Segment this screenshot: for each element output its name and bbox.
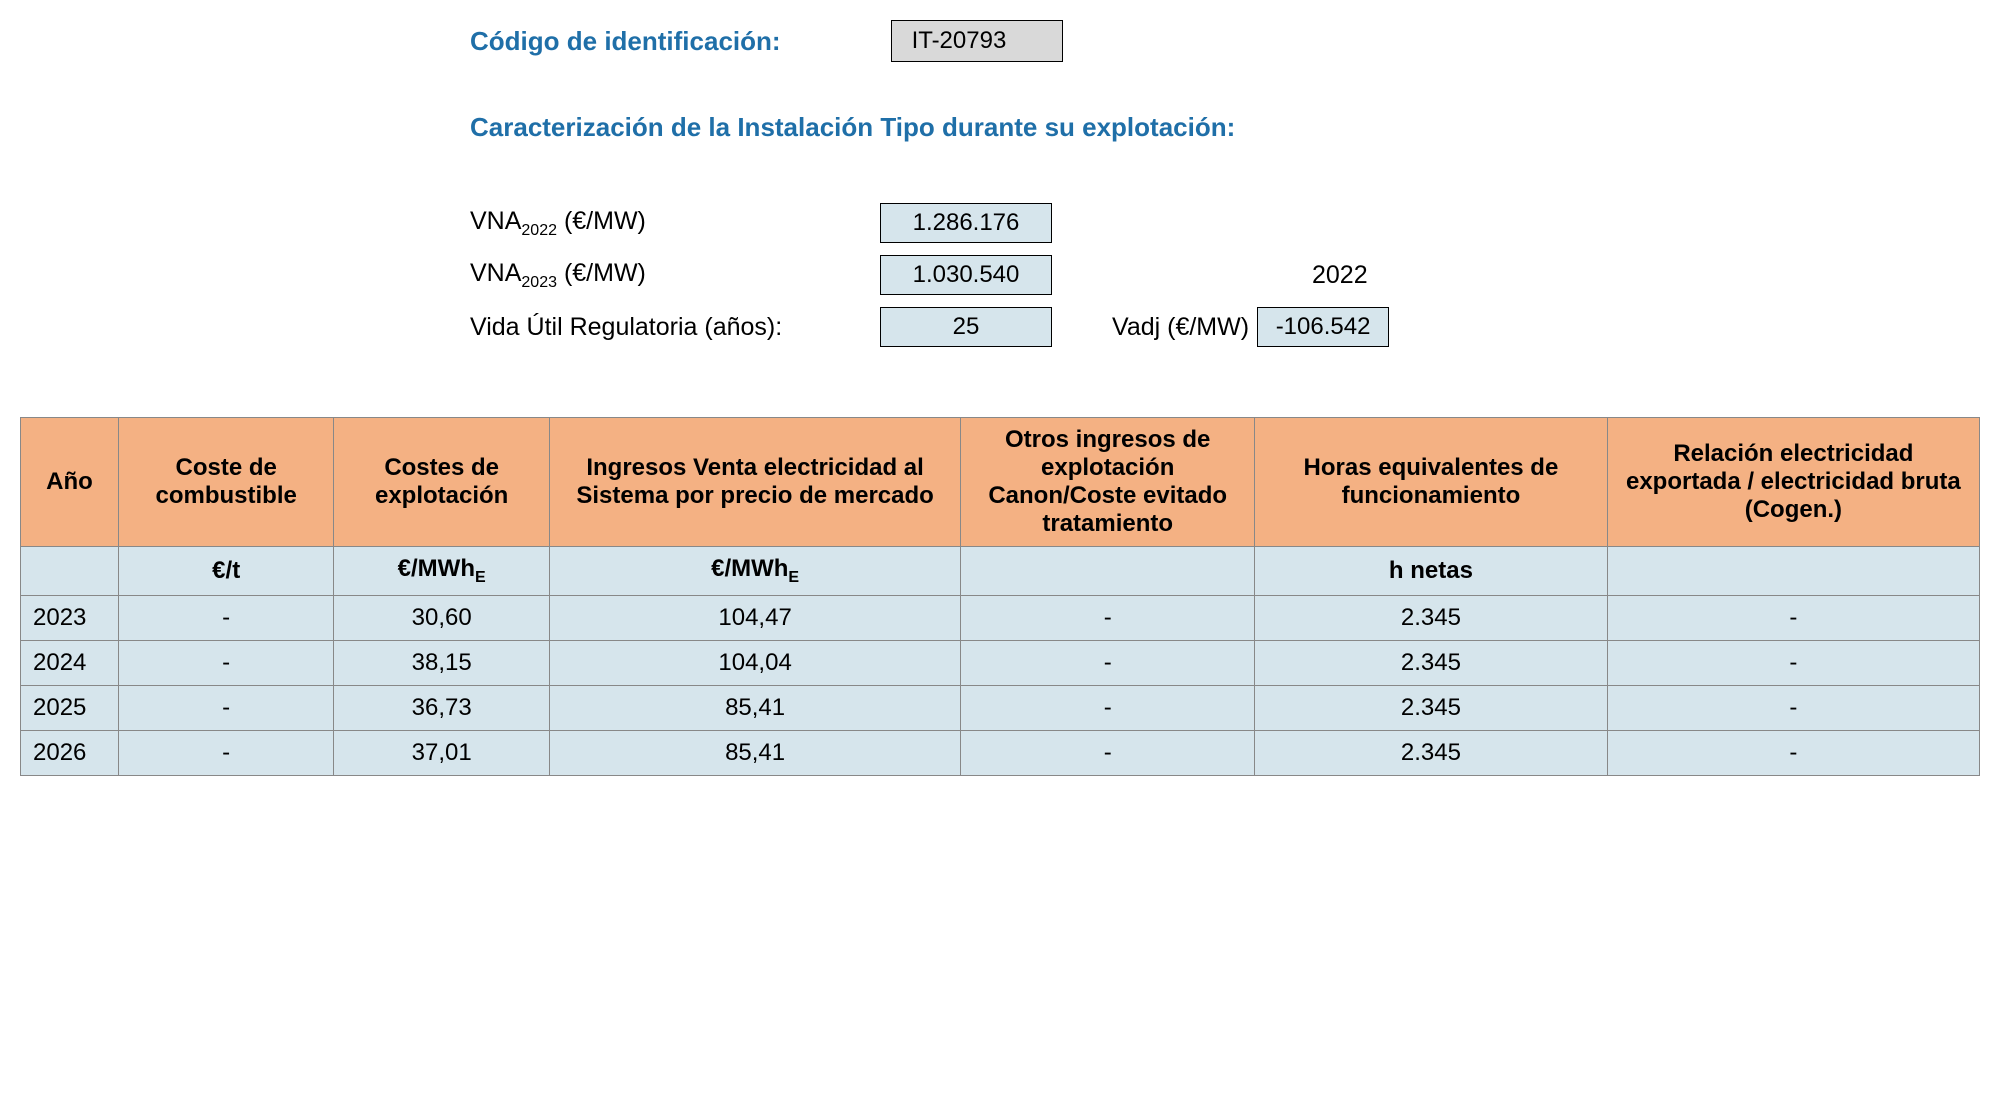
table-cell: 2025 bbox=[21, 685, 119, 730]
table-cell: 2024 bbox=[21, 640, 119, 685]
table-cell: - bbox=[1607, 685, 1979, 730]
vna2023-unit: (€/MW) bbox=[557, 259, 646, 287]
table-row: 2024-38,15104,04-2.345- bbox=[21, 640, 1980, 685]
th-year: Año bbox=[21, 418, 119, 547]
vida-row: Vida Útil Regulatoria (años): 25 Vadj (€… bbox=[470, 307, 1980, 347]
vna2023-row: VNA2023 (€/MW) 1.030.540 2022 bbox=[470, 255, 1980, 295]
th-sales-income: Ingresos Venta electricidad al Sistema p… bbox=[549, 418, 960, 547]
unit-year bbox=[21, 547, 119, 596]
unit-sales: €/MWhE bbox=[549, 547, 960, 596]
units-row: €/t €/MWhE €/MWhE h netas bbox=[21, 547, 1980, 596]
vida-value: 25 bbox=[880, 307, 1052, 347]
unit-hours: h netas bbox=[1255, 547, 1608, 596]
table-header-row: Año Coste de combustible Costes de explo… bbox=[21, 418, 1980, 547]
table-cell: - bbox=[118, 595, 333, 640]
vna2022-label: VNA2022 (€/MW) bbox=[470, 207, 880, 240]
vida-label: Vida Útil Regulatoria (años): bbox=[470, 313, 880, 342]
vna2022-prefix: VNA bbox=[470, 207, 521, 235]
table-cell: - bbox=[1607, 730, 1979, 775]
table-body: €/t €/MWhE €/MWhE h netas 2023-30,60104,… bbox=[21, 547, 1980, 776]
unit-opcost-prefix: €/MWh bbox=[398, 555, 475, 582]
th-equiv-hours: Horas equivalentes de funcionamiento bbox=[1255, 418, 1608, 547]
table-cell: - bbox=[961, 595, 1255, 640]
id-label: Código de identificación: bbox=[470, 26, 781, 57]
th-operating-cost: Costes de explotación bbox=[334, 418, 549, 547]
th-elec-ratio: Relación electricidad exportada / electr… bbox=[1607, 418, 1979, 547]
vna2022-row: VNA2022 (€/MW) 1.286.176 bbox=[470, 203, 1980, 243]
unit-other bbox=[961, 547, 1255, 596]
table-cell: 2.345 bbox=[1255, 685, 1608, 730]
th-fuel-cost: Coste de combustible bbox=[118, 418, 333, 547]
section-title: Caracterización de la Instalación Tipo d… bbox=[470, 112, 1980, 143]
vna2023-sub: 2023 bbox=[521, 274, 557, 291]
vna2023-prefix: VNA bbox=[470, 259, 521, 287]
vna2022-unit: (€/MW) bbox=[557, 207, 646, 235]
vadj-value: -106.542 bbox=[1257, 307, 1389, 347]
unit-ratio bbox=[1607, 547, 1979, 596]
table-cell: - bbox=[961, 640, 1255, 685]
unit-sales-prefix: €/MWh bbox=[711, 555, 788, 582]
vna2023-label: VNA2023 (€/MW) bbox=[470, 259, 880, 292]
table-cell: 2.345 bbox=[1255, 640, 1608, 685]
table-cell: - bbox=[1607, 640, 1979, 685]
table-cell: 85,41 bbox=[549, 685, 960, 730]
table-cell: 104,47 bbox=[549, 595, 960, 640]
document-container: Código de identificación: IT-20793 Carac… bbox=[20, 20, 1980, 776]
table-cell: 30,60 bbox=[334, 595, 549, 640]
vna2022-value: 1.286.176 bbox=[880, 203, 1052, 243]
table-cell: 37,01 bbox=[334, 730, 549, 775]
table-cell: 2.345 bbox=[1255, 730, 1608, 775]
table-cell: 36,73 bbox=[334, 685, 549, 730]
unit-fuel: €/t bbox=[118, 547, 333, 596]
table-cell: - bbox=[118, 730, 333, 775]
data-table: Año Coste de combustible Costes de explo… bbox=[20, 417, 1980, 776]
table-cell: 38,15 bbox=[334, 640, 549, 685]
table-row: 2023-30,60104,47-2.345- bbox=[21, 595, 1980, 640]
table-head: Año Coste de combustible Costes de explo… bbox=[21, 418, 1980, 547]
table-cell: 2.345 bbox=[1255, 595, 1608, 640]
table-cell: - bbox=[118, 685, 333, 730]
vadj-label: Vadj (€/MW) bbox=[1112, 313, 1249, 342]
table-cell: 2026 bbox=[21, 730, 119, 775]
unit-opcost-sub: E bbox=[475, 569, 486, 586]
table-cell: - bbox=[1607, 595, 1979, 640]
identification-row: Código de identificación: IT-20793 bbox=[470, 20, 1980, 62]
table-row: 2025-36,7385,41-2.345- bbox=[21, 685, 1980, 730]
unit-sales-sub: E bbox=[788, 569, 799, 586]
table-cell: 2023 bbox=[21, 595, 119, 640]
vna2023-value: 1.030.540 bbox=[880, 255, 1052, 295]
id-value-box: IT-20793 bbox=[891, 20, 1063, 62]
vna2022-sub: 2022 bbox=[521, 222, 557, 239]
header-section: Código de identificación: IT-20793 Carac… bbox=[470, 20, 1980, 347]
th-other-income: Otros ingresos de explotación Canon/Cost… bbox=[961, 418, 1255, 547]
year-side-label: 2022 bbox=[1312, 261, 1368, 290]
table-cell: 104,04 bbox=[549, 640, 960, 685]
unit-opcost: €/MWhE bbox=[334, 547, 549, 596]
table-cell: - bbox=[961, 685, 1255, 730]
table-cell: - bbox=[961, 730, 1255, 775]
table-cell: - bbox=[118, 640, 333, 685]
table-row: 2026-37,0185,41-2.345- bbox=[21, 730, 1980, 775]
table-cell: 85,41 bbox=[549, 730, 960, 775]
